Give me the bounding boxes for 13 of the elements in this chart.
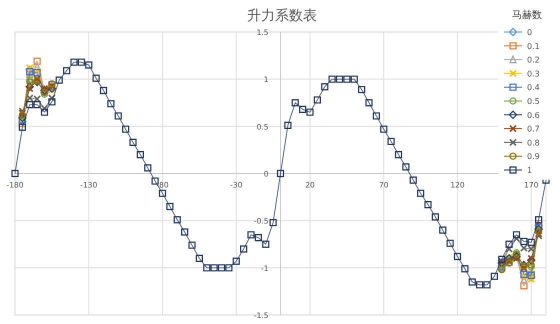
- legend-title: 马赫数: [512, 9, 542, 21]
- legend-label: 0: [527, 28, 532, 37]
- legend-label: 0.1: [527, 42, 540, 51]
- legend-label: 0.5: [527, 97, 540, 106]
- title: 升力系数表: [247, 8, 317, 24]
- legend-label: 1: [527, 166, 532, 175]
- legend-label: 0.3: [527, 69, 540, 78]
- legend-label: 0.7: [527, 124, 540, 134]
- legend-label: 0.8: [527, 138, 540, 148]
- legend-label: 0.9: [527, 152, 540, 162]
- legend-label: 0.6: [527, 110, 540, 120]
- legend-label: 0.2: [527, 56, 540, 65]
- legend-label: 0.4: [527, 83, 540, 92]
